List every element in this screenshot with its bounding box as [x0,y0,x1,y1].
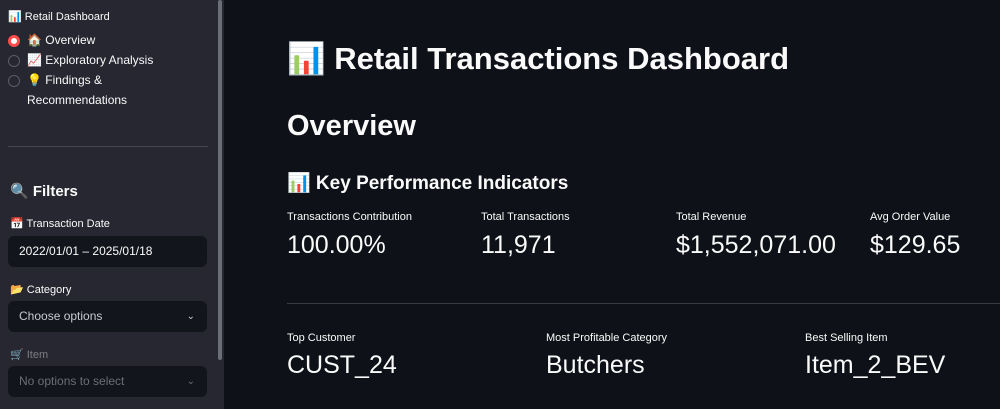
filter-label: 📂 Category [10,284,72,296]
placeholder: Choose options [19,309,103,323]
metric-label: Most Profitable Category [546,332,668,344]
metric-value: 11,971 [481,231,556,259]
radio[interactable] [8,55,20,67]
metric-value: $1,552,071.00 [676,231,836,259]
metric-value: Item_2_BEV [805,351,946,379]
metric-label: Total Revenue [676,211,747,223]
radio[interactable] [8,35,20,47]
divider [287,303,1000,304]
nav-option[interactable]: 📈 Exploratory Analysis [27,53,154,67]
filter-label: 📅 Transaction Date [10,218,110,230]
filters-title: 🔍 Filters [10,183,78,200]
metric-label: Best Selling Item [805,332,888,344]
metric-label: Transactions Contribution [287,211,412,223]
metric-label: Avg Order Value [870,211,951,223]
radio[interactable] [8,75,20,87]
divider [8,146,208,147]
nav-option[interactable]: 💡 Findings & Recommendations [27,73,128,107]
placeholder: No options to select [19,374,125,388]
nav-option[interactable]: 🏠 Overview [27,33,96,47]
category-select[interactable]: Choose options ⌄ [8,301,207,332]
filter-label: 🛒 Item [10,349,49,361]
metric-value: 100.00% [287,231,386,259]
section-title: Overview [287,110,416,142]
chevron: ⌄ [186,376,195,387]
metric-label: Total Transactions [481,211,570,223]
metric-value: CUST_24 [287,351,397,379]
chevron: ⌄ [186,311,195,322]
nav-title: 📊 Retail Dashboard [8,11,110,23]
date-input[interactable]: 2022/01/01 – 2025/01/18 [8,236,207,267]
sidebar: 📊 Retail Dashboard 🏠 Overview 📈 Explorat… [0,0,224,409]
metric-value: Butchers [546,351,645,379]
date-value: 2022/01/01 – 2025/01/18 [19,244,153,258]
subheader: 📊 Key Performance Indicators [287,173,569,194]
page-title: 📊 Retail Transactions Dashboard [287,41,790,76]
item-select[interactable]: No options to select ⌄ [8,366,207,397]
scrollbar[interactable] [218,0,222,360]
metric-label: Top Customer [287,332,356,344]
metric-value: $129.65 [870,231,961,259]
